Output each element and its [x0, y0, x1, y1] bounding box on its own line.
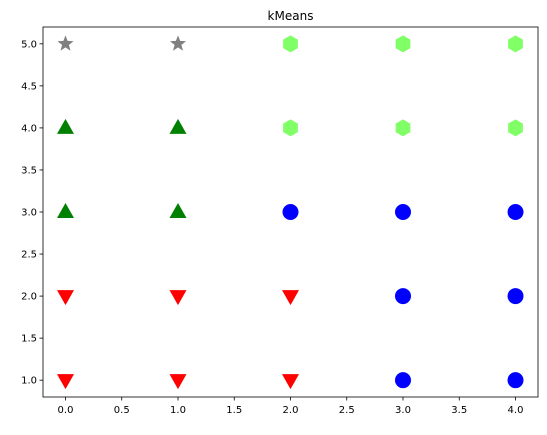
point-hexagon: [395, 35, 411, 53]
x-tick-label: 4.0: [508, 405, 524, 416]
x-tick-label: 1.5: [226, 405, 242, 416]
point-circle: [395, 372, 411, 389]
point-triangle-down: [57, 290, 74, 306]
axes: 0.0 0.5 1.0 1.5 2.0 2.5 3.0 3.5 4.0 1.0 1.5 2.0 2.5 3…: [21, 26, 539, 416]
point-triangle-down: [57, 374, 74, 390]
point-star: [57, 35, 74, 51]
y-tick-label: 5.0: [21, 39, 37, 50]
x-tick-label: 0.5: [114, 405, 130, 416]
x-tick-label: 3.0: [395, 405, 411, 416]
point-triangle-down: [169, 374, 187, 390]
point-circle: [507, 288, 524, 305]
point-triangle-up: [57, 203, 74, 218]
x-tick-label: 0.0: [58, 405, 74, 416]
y-tick-label: 1.5: [21, 334, 37, 345]
point-circle: [282, 204, 299, 220]
y-tick-label: 2.5: [21, 250, 37, 261]
point-triangle-down: [282, 290, 299, 306]
chart-title: kMeans: [268, 9, 314, 23]
point-hexagon: [283, 35, 298, 53]
point-triangle-down: [282, 374, 299, 390]
y-tick-label: 1.0: [21, 376, 37, 387]
x-tick-label: 2.0: [283, 405, 299, 416]
point-circle: [507, 372, 524, 389]
x-tick-label: 1.0: [170, 405, 186, 416]
point-hexagon: [395, 119, 411, 137]
point-circle: [507, 204, 524, 220]
point-circle: [395, 204, 411, 220]
point-hexagon: [283, 119, 298, 137]
y-tick-label: 2.0: [21, 292, 37, 303]
point-triangle-up: [169, 203, 187, 218]
data-points: [57, 35, 524, 390]
point-circle: [395, 288, 411, 305]
point-triangle-up: [169, 118, 187, 134]
point-star: [169, 35, 187, 51]
point-hexagon: [508, 35, 523, 53]
point-hexagon: [508, 119, 523, 137]
y-tick-label: 3.0: [21, 208, 37, 219]
y-tick-label: 3.5: [21, 165, 37, 176]
point-triangle-down: [169, 290, 187, 306]
y-tick-label: 4.5: [21, 81, 37, 92]
y-tick-label: 4.0: [21, 123, 37, 134]
x-tick-label: 2.5: [339, 405, 355, 416]
point-triangle-up: [57, 118, 74, 134]
x-tick-label: 3.5: [451, 405, 467, 416]
